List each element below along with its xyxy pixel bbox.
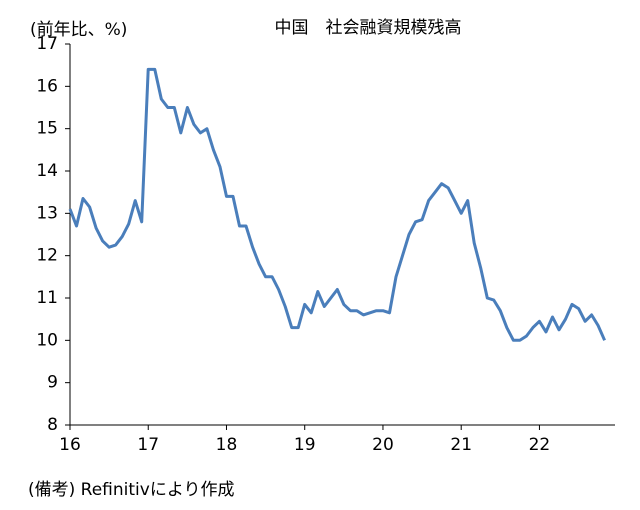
y-tick-label: 15 (36, 119, 58, 139)
y-axis-label: (前年比、%) (30, 20, 127, 40)
y-tick-label: 10 (36, 330, 58, 350)
y-tick-label: 9 (47, 373, 58, 393)
y-tick-label: 13 (36, 203, 58, 223)
y-tick-label: 17 (36, 34, 58, 54)
x-tick-label: 21 (450, 435, 472, 455)
y-tick-label: 12 (36, 246, 58, 266)
x-tick-label: 19 (294, 435, 316, 455)
x-tick-label: 20 (372, 435, 394, 455)
y-tick-label: 14 (36, 161, 58, 181)
chart-title: 中国 社会融資規模残高 (275, 18, 462, 38)
y-tick-label: 8 (47, 415, 58, 435)
y-tick-label: 16 (36, 76, 58, 96)
data-line (68, 67, 606, 342)
x-tick-label: 16 (59, 435, 81, 455)
x-tick-label: 18 (216, 435, 238, 455)
x-tick-label: 17 (137, 435, 159, 455)
x-tick-label: 22 (529, 435, 551, 455)
note: (備考) Refinitivにより作成 (28, 480, 235, 500)
y-tick-label: 11 (36, 288, 58, 308)
